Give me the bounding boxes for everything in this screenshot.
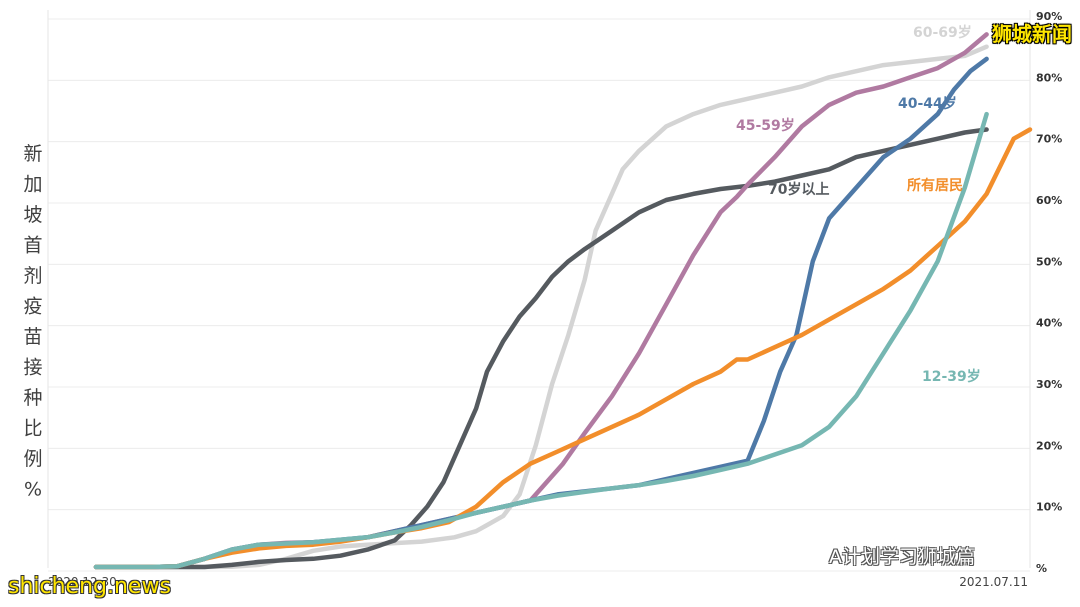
series-label-3: 40-44岁	[898, 95, 957, 112]
watermark-bottom-left: shicheng.news	[8, 574, 171, 599]
y-tick-20: 20%	[1036, 439, 1062, 452]
y-tick-80: 80%	[1036, 71, 1062, 84]
y-axis-label-char: 比	[23, 418, 42, 440]
y-tick-40: 40%	[1036, 317, 1062, 330]
x-tick-start: 2020.12.30	[48, 575, 117, 589]
x-tick-labels: 2020.12.30 2021.07.11	[48, 575, 1028, 589]
y-tick-labels: % 10% 20% 30% 40% 50% 60% 70% 80% 90%	[1036, 10, 1062, 575]
series-line-1	[93, 127, 989, 570]
series-line-4	[93, 127, 1033, 570]
wechat-account-name: A计划学习狮城篇	[829, 546, 975, 568]
y-axis-label-char: 新	[23, 143, 42, 165]
watermark-top-right: 狮城新闻	[992, 22, 1072, 46]
y-axis-label-char: 种	[23, 387, 42, 409]
series-lines	[93, 32, 1033, 570]
series-label-1: 70岁以上	[768, 181, 829, 198]
y-tick-70: 70%	[1036, 133, 1062, 146]
series-label-5: 12-39岁	[922, 368, 981, 385]
x-tick-end: 2021.07.11	[959, 575, 1028, 589]
y-tick-0: %	[1036, 562, 1047, 575]
wechat-icon	[796, 545, 824, 566]
y-axis-label-char: 加	[23, 174, 42, 196]
y-axis-label-char: 疫	[23, 296, 42, 318]
watermark-wechat: A计划学习狮城篇	[795, 542, 975, 569]
y-tick-90: 90%	[1036, 10, 1062, 23]
y-tick-60: 60%	[1036, 194, 1062, 207]
y-tick-30: 30%	[1036, 378, 1062, 391]
series-line-2	[93, 32, 989, 570]
y-axis-label-char: 苗	[23, 326, 42, 348]
series-label-4: 所有居民	[907, 177, 963, 194]
y-axis-label-char: 例	[23, 448, 42, 470]
grid-lines	[48, 18, 1030, 572]
series-label-2: 45-59岁	[736, 117, 795, 134]
series-line-5	[93, 111, 989, 570]
series-line-0	[93, 44, 989, 570]
y-axis-label-char: 接	[23, 357, 42, 379]
y-axis-label-char: 剂	[23, 265, 42, 287]
y-tick-50: 50%	[1036, 255, 1062, 268]
series-label-0: 60-69岁	[913, 24, 972, 41]
y-axis-label-char: 首	[23, 235, 42, 257]
y-tick-10: 10%	[1036, 501, 1062, 514]
y-axis-label-char: 坡	[23, 204, 42, 226]
y-axis-label-char: %	[24, 479, 42, 501]
